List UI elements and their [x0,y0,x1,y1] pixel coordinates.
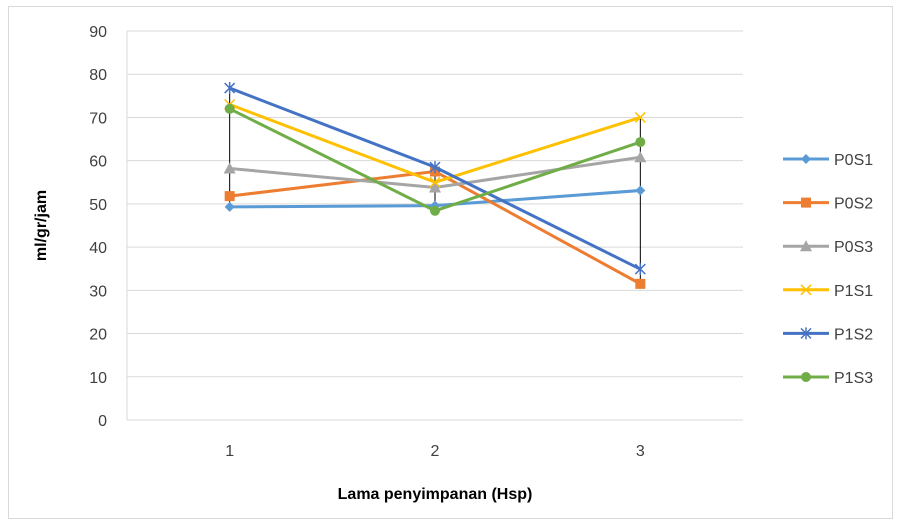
legend-marker-p0s2 [801,197,811,208]
legend-label-p1s2: P1S2 [834,326,873,343]
data-point-p1s2 [224,82,236,95]
legend-label-p1s3: P1S3 [834,370,873,387]
y-tick-label: 40 [89,240,107,257]
legend-label-p0s2: P0S2 [834,196,873,213]
data-point-p0s3 [634,151,647,163]
data-point-p1s2 [429,161,441,174]
data-point-p1s3 [224,103,235,114]
legend-marker-p0s1 [801,154,811,164]
legend-label-p0s3: P0S3 [834,239,873,256]
x-tick-label: 1 [225,443,234,460]
data-point-p0s2 [635,278,646,289]
y-tick-label: 20 [89,327,107,344]
y-tick-label: 70 [89,110,107,127]
legend-marker-p1s3 [801,372,811,382]
y-tick-label: 0 [98,413,107,430]
data-point-p1s2 [634,263,646,276]
legend-marker-p1s1 [800,284,812,296]
chart-frame [8,6,893,519]
data-point-p1s3 [635,137,646,148]
legend-label-p0s1: P0S1 [834,152,873,169]
x-tick-label: 3 [636,443,645,460]
data-point-p1s1 [429,176,441,188]
y-tick-label: 60 [89,154,107,171]
data-point-p0s3 [429,181,441,193]
y-tick-label: 80 [89,67,107,84]
y-axis-title: ml/gr/jam [33,190,50,261]
y-tick-label: 30 [89,283,107,300]
x-axis-title: Lama penyimpanan (Hsp) [338,486,533,503]
data-point-p1s3 [430,205,440,216]
legend-label-p1s1: P1S1 [834,283,873,300]
y-tick-label: 10 [89,370,107,387]
data-point-p0s1 [635,185,646,196]
y-tick-label: 50 [89,197,107,214]
legend-marker-p1s2 [800,327,812,340]
x-tick-label: 2 [431,443,440,460]
data-point-p0s2 [224,191,235,202]
y-tick-label: 90 [89,24,107,41]
data-point-p0s3 [223,162,236,174]
data-point-p1s1 [634,111,646,123]
legend-marker-p0s3 [800,240,812,252]
data-point-p0s1 [224,201,235,212]
